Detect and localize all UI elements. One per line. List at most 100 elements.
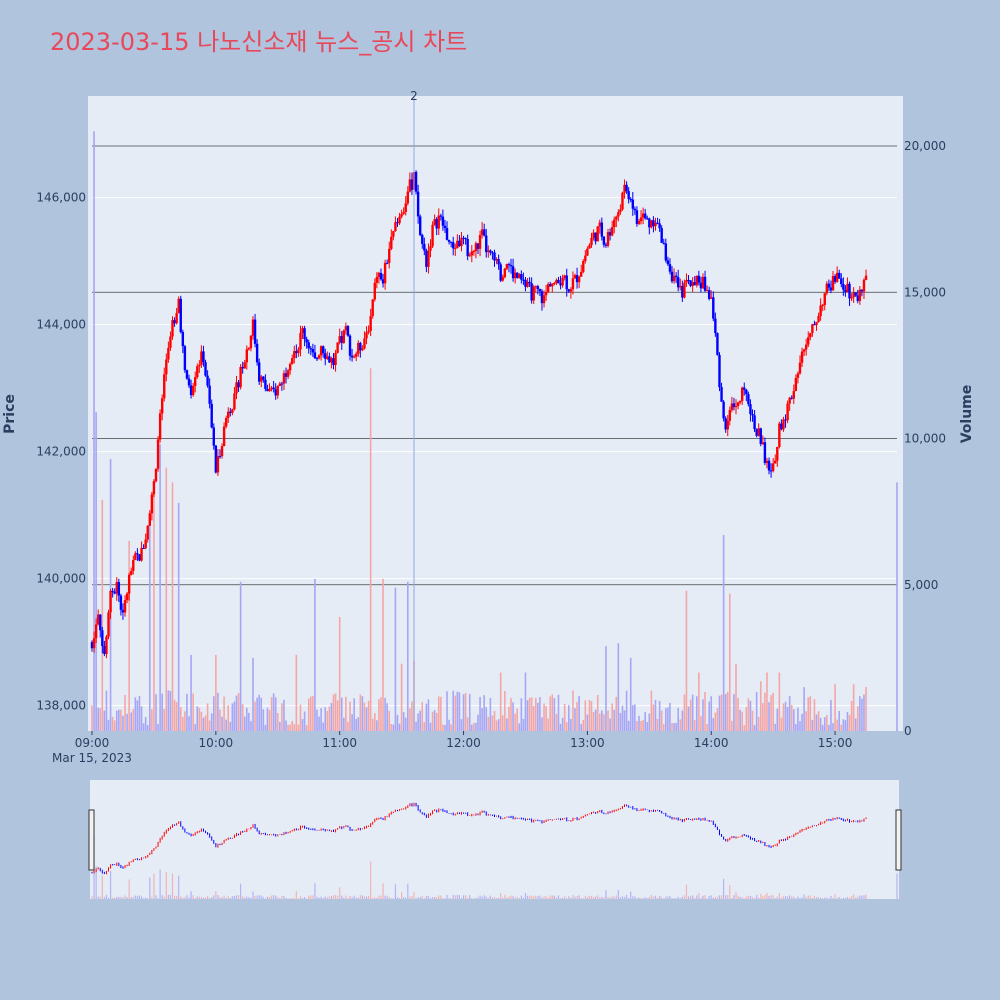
volume-bar bbox=[753, 725, 756, 731]
mini-volume-bar bbox=[436, 897, 438, 899]
mini-volume-bar bbox=[324, 896, 326, 899]
candle-body bbox=[111, 590, 114, 592]
candle-body bbox=[317, 355, 321, 359]
candle-body bbox=[437, 215, 440, 229]
mini-volume-bar bbox=[772, 895, 774, 899]
mini-volume-bar bbox=[413, 891, 415, 899]
volume-bar bbox=[844, 720, 847, 731]
candle-body bbox=[710, 297, 713, 299]
mini-volume-bar bbox=[434, 896, 436, 899]
volume-bar bbox=[520, 698, 523, 731]
volume-bar bbox=[691, 694, 694, 731]
mini-volume-bar bbox=[200, 897, 202, 899]
volume-bar bbox=[258, 694, 260, 731]
volume-bar bbox=[828, 724, 830, 731]
candle-body bbox=[425, 250, 428, 267]
mini-volume-bar bbox=[580, 898, 582, 899]
candle-body bbox=[146, 525, 149, 540]
mini-volume-bar bbox=[528, 895, 531, 899]
candle-body bbox=[117, 582, 121, 596]
mini-volume-bar bbox=[246, 896, 248, 899]
candle-body bbox=[825, 283, 829, 294]
mini-volume-bar bbox=[221, 897, 223, 899]
candle-body bbox=[761, 442, 765, 444]
volume-bar bbox=[819, 717, 822, 731]
volume-bar bbox=[320, 708, 322, 731]
volume-bar bbox=[173, 699, 176, 731]
candle-body bbox=[452, 242, 455, 249]
mini-volume-bar bbox=[388, 896, 390, 899]
annotations: 2 bbox=[410, 89, 418, 731]
candle-body bbox=[864, 275, 868, 280]
volume-bar bbox=[128, 540, 130, 731]
mini-volume-bar bbox=[613, 896, 615, 899]
mini-volume-bar bbox=[648, 897, 650, 899]
main-plot-area[interactable] bbox=[88, 96, 903, 731]
mini-volume-bar bbox=[438, 895, 440, 899]
volume-bar bbox=[640, 721, 642, 731]
candle-body bbox=[827, 283, 831, 288]
volume-bar bbox=[425, 703, 428, 731]
volume-bar bbox=[741, 711, 743, 731]
mini-volume-bar bbox=[737, 895, 739, 899]
mini-volume-bar bbox=[405, 897, 407, 899]
volume-bar bbox=[568, 705, 570, 731]
candle-body bbox=[518, 274, 521, 278]
volume-bar bbox=[305, 725, 308, 731]
volume-bar bbox=[627, 720, 630, 731]
candle-body bbox=[233, 393, 236, 410]
volume-bar bbox=[545, 706, 547, 731]
volume-bar bbox=[838, 711, 841, 731]
volume-bar bbox=[171, 482, 174, 731]
mini-volume-bar bbox=[277, 897, 279, 899]
candle-body bbox=[313, 352, 317, 359]
candle-body bbox=[734, 406, 738, 408]
mini-volume-bar bbox=[564, 896, 566, 899]
mini-volume-bar bbox=[376, 897, 378, 899]
mini-volume-bar bbox=[826, 897, 828, 899]
candle-body bbox=[666, 260, 670, 265]
mini-volume-bar bbox=[533, 896, 535, 899]
chart-title: 2023-03-15 나노신소재 뉴스_공시 차트 bbox=[50, 28, 467, 56]
mini-volume-bar bbox=[258, 895, 260, 899]
mini-volume-bar bbox=[204, 897, 207, 899]
volume-bar bbox=[355, 718, 358, 731]
range-slider[interactable] bbox=[90, 780, 899, 899]
mini-volume-bar bbox=[304, 897, 306, 899]
candle-body bbox=[243, 362, 246, 369]
volume-bar bbox=[103, 710, 106, 731]
volume-bar bbox=[475, 722, 477, 731]
volume-bar bbox=[671, 722, 673, 731]
volume-bar bbox=[144, 717, 147, 731]
candle-body bbox=[148, 513, 151, 526]
candle-body bbox=[782, 419, 785, 430]
candle-body bbox=[359, 342, 362, 351]
mini-volume-bar bbox=[403, 897, 405, 899]
mini-volume-bar bbox=[535, 895, 537, 899]
range-slider-handle-left[interactable] bbox=[88, 809, 95, 871]
gridlines bbox=[92, 145, 897, 707]
candle-body bbox=[509, 265, 513, 267]
candle-body bbox=[835, 272, 839, 282]
range-slider-handle-right[interactable] bbox=[895, 809, 902, 871]
mini-volume-bar bbox=[510, 895, 512, 899]
volume-bar bbox=[776, 708, 779, 731]
volume-bar bbox=[830, 699, 832, 731]
mini-volume-bar bbox=[487, 897, 489, 899]
volume-bar bbox=[629, 657, 632, 731]
candle-body bbox=[559, 283, 562, 286]
mini-volume-bar bbox=[663, 898, 665, 899]
mini-volume-bar bbox=[820, 897, 822, 899]
volume-bar bbox=[508, 706, 510, 731]
volume-bar bbox=[454, 695, 457, 731]
candle-body bbox=[295, 351, 298, 354]
volume-bar bbox=[107, 719, 110, 731]
candle-body bbox=[156, 439, 160, 469]
mini-volume-bar bbox=[582, 897, 584, 899]
volume-bar bbox=[714, 712, 717, 731]
volume-tick-label: 15,000 bbox=[904, 285, 946, 299]
candle-body bbox=[441, 216, 445, 226]
volume-bar bbox=[415, 721, 417, 731]
volume-bar bbox=[464, 692, 467, 731]
candle-body bbox=[309, 348, 312, 350]
